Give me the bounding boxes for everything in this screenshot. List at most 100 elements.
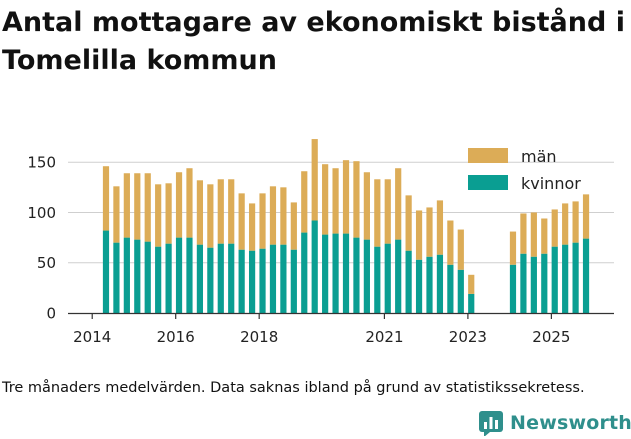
y-tick-label: 100 (27, 204, 56, 222)
bar-man (447, 220, 454, 265)
bar-kvinnor (572, 242, 579, 313)
bar-kvinnor (186, 237, 193, 313)
bar-kvinnor (384, 243, 391, 313)
bar-man (374, 179, 381, 247)
bar-kvinnor (374, 246, 381, 313)
bar-man (562, 203, 569, 245)
bar-kvinnor (196, 244, 204, 313)
bar-man (342, 160, 350, 234)
bar-kvinnor (155, 246, 162, 313)
bar-man (259, 193, 266, 249)
legend-swatch-man (468, 148, 508, 163)
bar-man (426, 207, 433, 257)
bar-kvinnor (332, 233, 339, 313)
y-tick-label: 50 (37, 254, 56, 272)
bar-man (322, 164, 329, 235)
bar-kvinnor (520, 253, 527, 313)
legend-swatch-kvinnor (468, 175, 508, 190)
bar-man (415, 210, 423, 260)
bar-kvinnor (457, 269, 464, 313)
bar-man (353, 161, 360, 238)
bar-man (280, 187, 287, 245)
x-tick-label: 2016 (157, 328, 195, 346)
bar-man (165, 183, 172, 244)
bar-man (384, 179, 391, 244)
bar-kvinnor (395, 239, 402, 313)
bar-kvinnor (102, 230, 110, 313)
bar-kvinnor (562, 244, 569, 313)
bar-man (123, 173, 130, 238)
bar-man (269, 186, 277, 245)
bar-kvinnor (436, 254, 444, 313)
bar-kvinnor (207, 247, 214, 313)
bar-man (541, 218, 548, 254)
y-tick-label: 0 (46, 305, 56, 323)
bar-kvinnor (415, 259, 423, 313)
bar-man (134, 173, 141, 240)
bar-man (228, 179, 235, 244)
bar-kvinnor (541, 253, 548, 313)
bar-man (144, 173, 151, 242)
bar-kvinnor (144, 241, 151, 313)
bar-kvinnor (290, 249, 297, 313)
legend-label-man: män (521, 147, 557, 166)
bar-man (248, 203, 256, 251)
bar-man (196, 180, 204, 245)
bar-man (363, 172, 370, 240)
bar-man (582, 194, 590, 239)
bar-kvinnor (363, 239, 370, 313)
bar-kvinnor (530, 256, 537, 313)
bar-man (457, 229, 464, 270)
chart-footnote: Tre månaders medelvärden. Data saknas ib… (2, 380, 585, 396)
bar-kvinnor (551, 246, 558, 313)
bar-kvinnor (353, 237, 360, 313)
bar-man (155, 184, 162, 247)
bar-man (572, 201, 579, 243)
bar-man (520, 213, 527, 254)
bar-kvinnor (582, 238, 590, 313)
y-tick-label: 150 (27, 154, 56, 172)
bar-man (405, 195, 412, 251)
x-tick-label: 2021 (365, 328, 403, 346)
chart-title: Antal mottagare av ekonomiskt bistånd i … (2, 7, 625, 76)
bar-man (113, 186, 120, 243)
newsworthy-logo-icon (479, 411, 503, 436)
bar-man (290, 202, 297, 250)
bar-kvinnor (269, 244, 277, 313)
bar-kvinnor (322, 234, 329, 313)
bar-kvinnor (259, 248, 266, 313)
bar-kvinnor (301, 232, 308, 313)
bar-man (551, 209, 558, 247)
brand-name: Newsworthy (510, 412, 631, 434)
bar-man (175, 172, 183, 238)
bar-kvinnor (426, 256, 433, 313)
newsworthy-brand: Newsworthy (478, 409, 631, 437)
bar-man (468, 274, 475, 294)
bar-kvinnor (311, 220, 318, 313)
bar-man (509, 231, 517, 265)
bar-man (332, 168, 339, 234)
legend-label-kvinnor: kvinnor (521, 174, 581, 193)
bar-kvinnor (228, 243, 235, 313)
bar-man (217, 179, 224, 244)
bar-man (207, 184, 214, 248)
bar-kvinnor (342, 233, 350, 313)
x-tick-label: 2014 (73, 328, 111, 346)
bar-kvinnor (468, 293, 475, 313)
bar-kvinnor (165, 243, 172, 313)
bar-kvinnor (175, 237, 183, 313)
x-tick-label: 2025 (532, 328, 570, 346)
bar-man (102, 166, 110, 231)
bar-man (436, 200, 444, 255)
bar-kvinnor (113, 242, 120, 313)
bar-kvinnor (509, 264, 517, 313)
bar-kvinnor (248, 250, 256, 313)
bar-kvinnor (217, 243, 224, 313)
bar-man (311, 139, 318, 221)
bar-kvinnor (134, 239, 141, 313)
bar-man (238, 193, 245, 250)
bar-kvinnor (405, 250, 412, 313)
x-tick-label: 2018 (240, 328, 278, 346)
bar-kvinnor (447, 264, 454, 313)
